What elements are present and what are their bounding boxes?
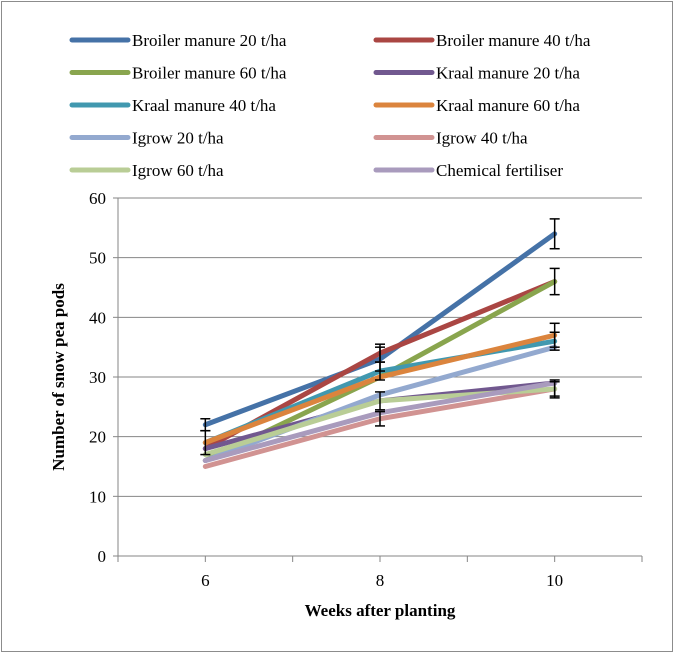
y-tick-label-60: 60: [89, 189, 106, 208]
y-tick-label-40: 40: [89, 308, 106, 327]
axes: [113, 197, 643, 562]
legend: Broiler manure 20 t/ha Broiler manure 40 …: [69, 31, 591, 180]
legend-label-0: Broiler manure 20 t/ha: [132, 31, 287, 50]
y-tick-label-10: 10: [89, 487, 106, 506]
y-tick-label-50: 50: [89, 249, 106, 268]
x-axis-title: Weeks after planting: [305, 601, 456, 620]
legend-label-2: Broiler manure 60 t/ha: [132, 64, 287, 83]
legend-label-7: Igrow 40 t/ha: [436, 129, 528, 148]
y-axis-title: Number of snow pea pods: [49, 283, 68, 471]
legend-label-5: Kraal manure 60 t/ha: [436, 96, 580, 115]
y-tick-label-20: 20: [89, 428, 106, 447]
legend-label-6: Igrow 20 t/ha: [132, 129, 224, 148]
legend-label-1: Broiler manure 40 t/ha: [436, 31, 591, 50]
legend-label-3: Kraal manure 20 t/ha: [436, 64, 580, 83]
legend-label-9: Chemical fertiliser: [436, 161, 563, 180]
y-tick-label-0: 0: [98, 547, 107, 566]
legend-label-4: Kraal manure 40 t/ha: [132, 96, 276, 115]
x-tick-label-6: 6: [201, 571, 210, 590]
x-tick-labels: 6 8 10: [201, 571, 563, 590]
y-tick-labels: 0 10 20 30 40 50 60: [89, 189, 106, 566]
x-tick-label-10: 10: [546, 571, 563, 590]
x-tick-label-8: 8: [376, 571, 385, 590]
legend-label-8: Igrow 60 t/ha: [132, 161, 224, 180]
error-bars: [200, 218, 560, 456]
y-tick-label-30: 30: [89, 368, 106, 387]
